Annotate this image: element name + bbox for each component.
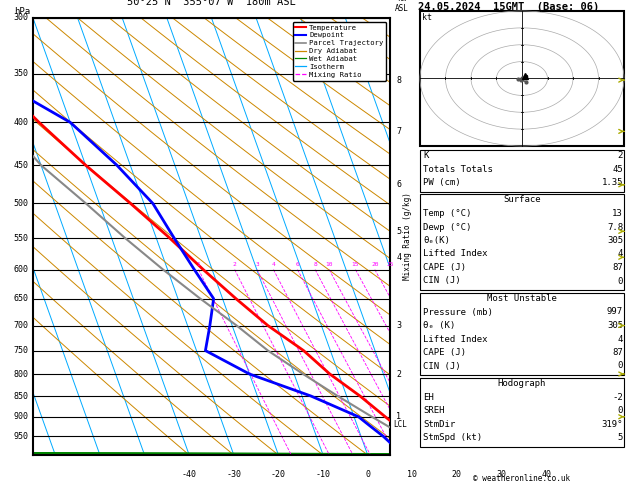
Text: 305: 305 (607, 321, 623, 330)
Text: 2: 2 (618, 151, 623, 160)
Text: 997: 997 (607, 308, 623, 316)
Text: 500: 500 (14, 199, 29, 208)
Text: 350: 350 (14, 69, 29, 78)
Text: 300: 300 (14, 14, 29, 22)
Bar (420, 11, 624, 146)
Text: 45: 45 (612, 164, 623, 174)
Text: PW (cm): PW (cm) (423, 178, 460, 187)
Text: 900: 900 (14, 412, 29, 421)
Text: 8: 8 (396, 76, 401, 85)
Text: Lifted Index: Lifted Index (423, 334, 487, 344)
Text: km
ASL: km ASL (394, 0, 408, 13)
Text: 850: 850 (14, 392, 29, 400)
Text: 10: 10 (325, 262, 333, 267)
Text: 0: 0 (618, 277, 623, 285)
Text: -10: -10 (316, 470, 331, 479)
Text: 4: 4 (272, 262, 276, 267)
Text: 20: 20 (452, 470, 462, 479)
Text: 950: 950 (14, 432, 29, 441)
Text: 0: 0 (618, 362, 623, 370)
Text: 319°: 319° (601, 419, 623, 429)
Text: kt: kt (422, 13, 432, 22)
Text: Totals Totals: Totals Totals (423, 164, 493, 174)
Text: 6: 6 (396, 180, 401, 189)
Text: 20: 20 (371, 262, 379, 267)
Text: Pressure (mb): Pressure (mb) (423, 308, 493, 316)
Text: 6: 6 (296, 262, 299, 267)
Text: Surface: Surface (503, 195, 541, 205)
Text: 400: 400 (14, 118, 29, 127)
Text: 13: 13 (612, 209, 623, 218)
Text: 2: 2 (233, 262, 237, 267)
Text: -40: -40 (182, 470, 197, 479)
Text: 15: 15 (352, 262, 359, 267)
Text: StmDir: StmDir (423, 419, 455, 429)
Text: 4: 4 (618, 249, 623, 259)
Bar (420, 378, 624, 447)
Text: 750: 750 (14, 346, 29, 355)
Text: 3: 3 (396, 321, 401, 330)
Text: LCL: LCL (393, 420, 407, 429)
Text: -20: -20 (271, 470, 286, 479)
Text: Temp (°C): Temp (°C) (423, 209, 471, 218)
Text: 87: 87 (612, 263, 623, 272)
Text: CIN (J): CIN (J) (423, 362, 460, 370)
Text: CIN (J): CIN (J) (423, 277, 460, 285)
Text: 1: 1 (396, 412, 401, 421)
Text: K: K (423, 151, 428, 160)
Text: 40: 40 (541, 470, 551, 479)
Text: Hodograph: Hodograph (498, 379, 546, 388)
Legend: Temperature, Dewpoint, Parcel Trajectory, Dry Adiabat, Wet Adiabat, Isotherm, Mi: Temperature, Dewpoint, Parcel Trajectory… (292, 21, 386, 81)
Text: -30: -30 (226, 470, 242, 479)
Text: -2: -2 (612, 393, 623, 401)
Text: 0: 0 (618, 406, 623, 415)
Text: 87: 87 (612, 348, 623, 357)
Text: 25: 25 (386, 262, 394, 267)
Bar (420, 150, 624, 192)
Text: 8: 8 (313, 262, 317, 267)
Text: Dewp (°C): Dewp (°C) (423, 223, 471, 231)
Text: Lifted Index: Lifted Index (423, 249, 487, 259)
Text: 1: 1 (197, 262, 201, 267)
Text: 4: 4 (618, 334, 623, 344)
Text: Mixing Ratio (g/kg): Mixing Ratio (g/kg) (403, 192, 413, 280)
Text: CAPE (J): CAPE (J) (423, 263, 466, 272)
Bar (420, 293, 624, 375)
Text: 450: 450 (14, 161, 29, 170)
Text: SREH: SREH (423, 406, 445, 415)
Text: Most Unstable: Most Unstable (487, 294, 557, 303)
Text: 700: 700 (14, 321, 29, 330)
Text: 50°25'N  355°07'W  180m ASL: 50°25'N 355°07'W 180m ASL (127, 0, 296, 7)
Text: 305: 305 (607, 236, 623, 245)
Text: 5: 5 (396, 227, 401, 236)
Text: 7.8: 7.8 (607, 223, 623, 231)
Text: StmSpd (kt): StmSpd (kt) (423, 433, 482, 442)
Text: 5: 5 (618, 433, 623, 442)
Text: © weatheronline.co.uk: © weatheronline.co.uk (474, 474, 571, 483)
Text: 10: 10 (408, 470, 417, 479)
Text: 30: 30 (496, 470, 506, 479)
Text: 2: 2 (396, 369, 401, 379)
Text: θₑ (K): θₑ (K) (423, 321, 455, 330)
Text: 550: 550 (14, 233, 29, 243)
Text: 600: 600 (14, 265, 29, 274)
Text: 24.05.2024  15GMT  (Base: 06): 24.05.2024 15GMT (Base: 06) (418, 2, 599, 12)
Text: 3: 3 (255, 262, 259, 267)
Text: θₑ(K): θₑ(K) (423, 236, 450, 245)
Text: 7: 7 (396, 127, 401, 136)
Text: CAPE (J): CAPE (J) (423, 348, 466, 357)
Bar (420, 194, 624, 290)
Text: 4: 4 (396, 253, 401, 262)
Text: 1.35: 1.35 (601, 178, 623, 187)
Text: 650: 650 (14, 294, 29, 303)
Text: 800: 800 (14, 369, 29, 379)
Text: 0: 0 (365, 470, 370, 479)
Text: hPa: hPa (14, 7, 30, 16)
Text: EH: EH (423, 393, 434, 401)
